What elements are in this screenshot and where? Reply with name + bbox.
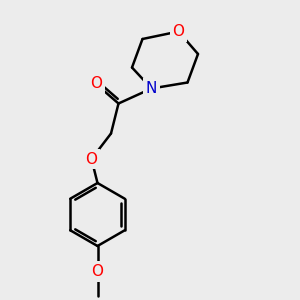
Text: O: O [172, 24, 184, 39]
Text: O: O [85, 152, 98, 166]
Text: O: O [90, 76, 102, 92]
Text: O: O [92, 264, 104, 279]
Text: N: N [146, 81, 157, 96]
